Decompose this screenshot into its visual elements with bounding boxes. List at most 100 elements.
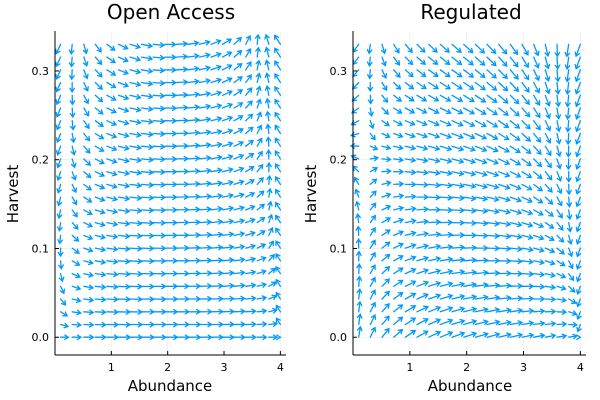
vector-arrow xyxy=(152,296,167,303)
vector-arrow xyxy=(198,39,211,46)
vector-arrow xyxy=(256,321,268,328)
vector-arrow xyxy=(187,65,200,72)
vector-arrow xyxy=(521,158,532,167)
vector-arrow xyxy=(256,137,263,147)
vector-arrow xyxy=(451,81,463,90)
vector-arrow xyxy=(71,247,80,254)
vector-arrow xyxy=(83,247,94,253)
vector-arrow xyxy=(267,213,274,224)
vector-arrow xyxy=(164,194,178,201)
vector-arrow xyxy=(245,204,256,211)
vector-arrow xyxy=(393,279,404,287)
vector-arrow xyxy=(210,231,224,238)
vector-arrow xyxy=(221,282,235,289)
vector-arrow xyxy=(428,132,441,139)
vector-arrow xyxy=(486,120,499,128)
vector-arrow xyxy=(352,43,360,53)
vector-arrow xyxy=(474,269,489,276)
vector-arrow xyxy=(268,334,279,341)
vector-arrow xyxy=(416,169,429,176)
vector-arrow xyxy=(56,209,63,220)
vector-arrow xyxy=(575,158,581,170)
vector-arrow xyxy=(533,332,546,339)
vector-arrow xyxy=(463,132,476,140)
vector-arrow xyxy=(69,81,76,94)
vector-arrow xyxy=(568,298,577,304)
vector-arrow xyxy=(463,69,475,78)
vector-arrow xyxy=(71,321,83,328)
vector-arrow xyxy=(451,281,466,288)
vector-arrow xyxy=(574,69,581,83)
vector-arrow xyxy=(175,283,190,290)
vector-arrow xyxy=(533,94,541,106)
vector-arrow xyxy=(368,120,375,130)
vector-arrow xyxy=(198,295,213,302)
vector-arrow xyxy=(356,300,363,313)
vector-arrow xyxy=(533,56,540,69)
vector-arrow xyxy=(256,230,266,237)
vector-arrow xyxy=(198,219,213,225)
vector-arrow xyxy=(521,120,531,130)
vector-arrow xyxy=(129,169,143,176)
vector-arrow xyxy=(83,209,93,216)
x-tick-label: 4 xyxy=(577,361,584,374)
vector-arrow xyxy=(57,221,63,232)
vector-arrow xyxy=(164,334,179,341)
vector-arrow xyxy=(94,81,103,90)
vector-arrow xyxy=(221,64,233,71)
vector-arrow xyxy=(474,183,488,190)
vector-arrow xyxy=(71,297,82,304)
vector-arrow xyxy=(439,120,452,127)
vector-arrow xyxy=(117,119,130,126)
vector-arrow xyxy=(175,219,190,226)
vector-arrow xyxy=(140,321,156,328)
vector-arrow xyxy=(256,269,267,275)
vector-arrow xyxy=(69,94,76,106)
vector-arrow xyxy=(498,245,512,252)
vector-arrow xyxy=(356,287,363,300)
vector-arrow xyxy=(369,251,376,262)
vector-arrow xyxy=(164,181,178,188)
vector-arrow xyxy=(544,158,552,169)
vector-arrow xyxy=(129,309,144,315)
vector-arrow xyxy=(439,244,454,250)
vector-arrow xyxy=(416,243,430,250)
vector-arrow xyxy=(463,269,478,276)
vector-arrow xyxy=(498,69,508,80)
vector-arrow xyxy=(164,283,179,290)
vector-arrow xyxy=(509,283,524,289)
vector-arrow xyxy=(544,296,557,303)
vector-arrow xyxy=(175,143,189,149)
vector-arrow xyxy=(117,334,132,341)
vector-arrow xyxy=(233,282,246,289)
vector-arrow xyxy=(428,56,439,65)
vector-arrow xyxy=(266,187,273,198)
vector-arrow xyxy=(233,49,243,58)
vector-arrow xyxy=(210,167,223,174)
vector-arrow xyxy=(233,192,245,199)
vector-arrow xyxy=(533,107,541,119)
vector-arrow xyxy=(509,221,523,228)
vector-arrow xyxy=(381,327,390,338)
vector-arrow xyxy=(533,209,544,216)
vector-arrow xyxy=(256,308,268,315)
vector-arrow xyxy=(533,81,541,94)
vector-arrow xyxy=(187,117,201,123)
vector-arrow xyxy=(233,244,246,250)
vector-arrow xyxy=(404,56,414,66)
vector-arrow xyxy=(210,154,223,161)
vector-arrow xyxy=(94,296,107,303)
vector-arrow xyxy=(152,283,167,290)
vector-arrow xyxy=(221,244,235,251)
vector-arrow xyxy=(245,269,257,276)
y-tick-label: 0.3 xyxy=(330,65,348,78)
vector-arrow xyxy=(140,156,155,163)
vector-arrow xyxy=(268,253,276,262)
vector-arrow xyxy=(152,207,167,214)
vector-arrow xyxy=(275,227,282,237)
vector-arrow xyxy=(210,180,224,187)
vector-arrow xyxy=(439,256,454,263)
vector-arrow xyxy=(353,176,360,186)
vector-arrow xyxy=(381,81,388,92)
vector-arrow xyxy=(140,207,155,214)
